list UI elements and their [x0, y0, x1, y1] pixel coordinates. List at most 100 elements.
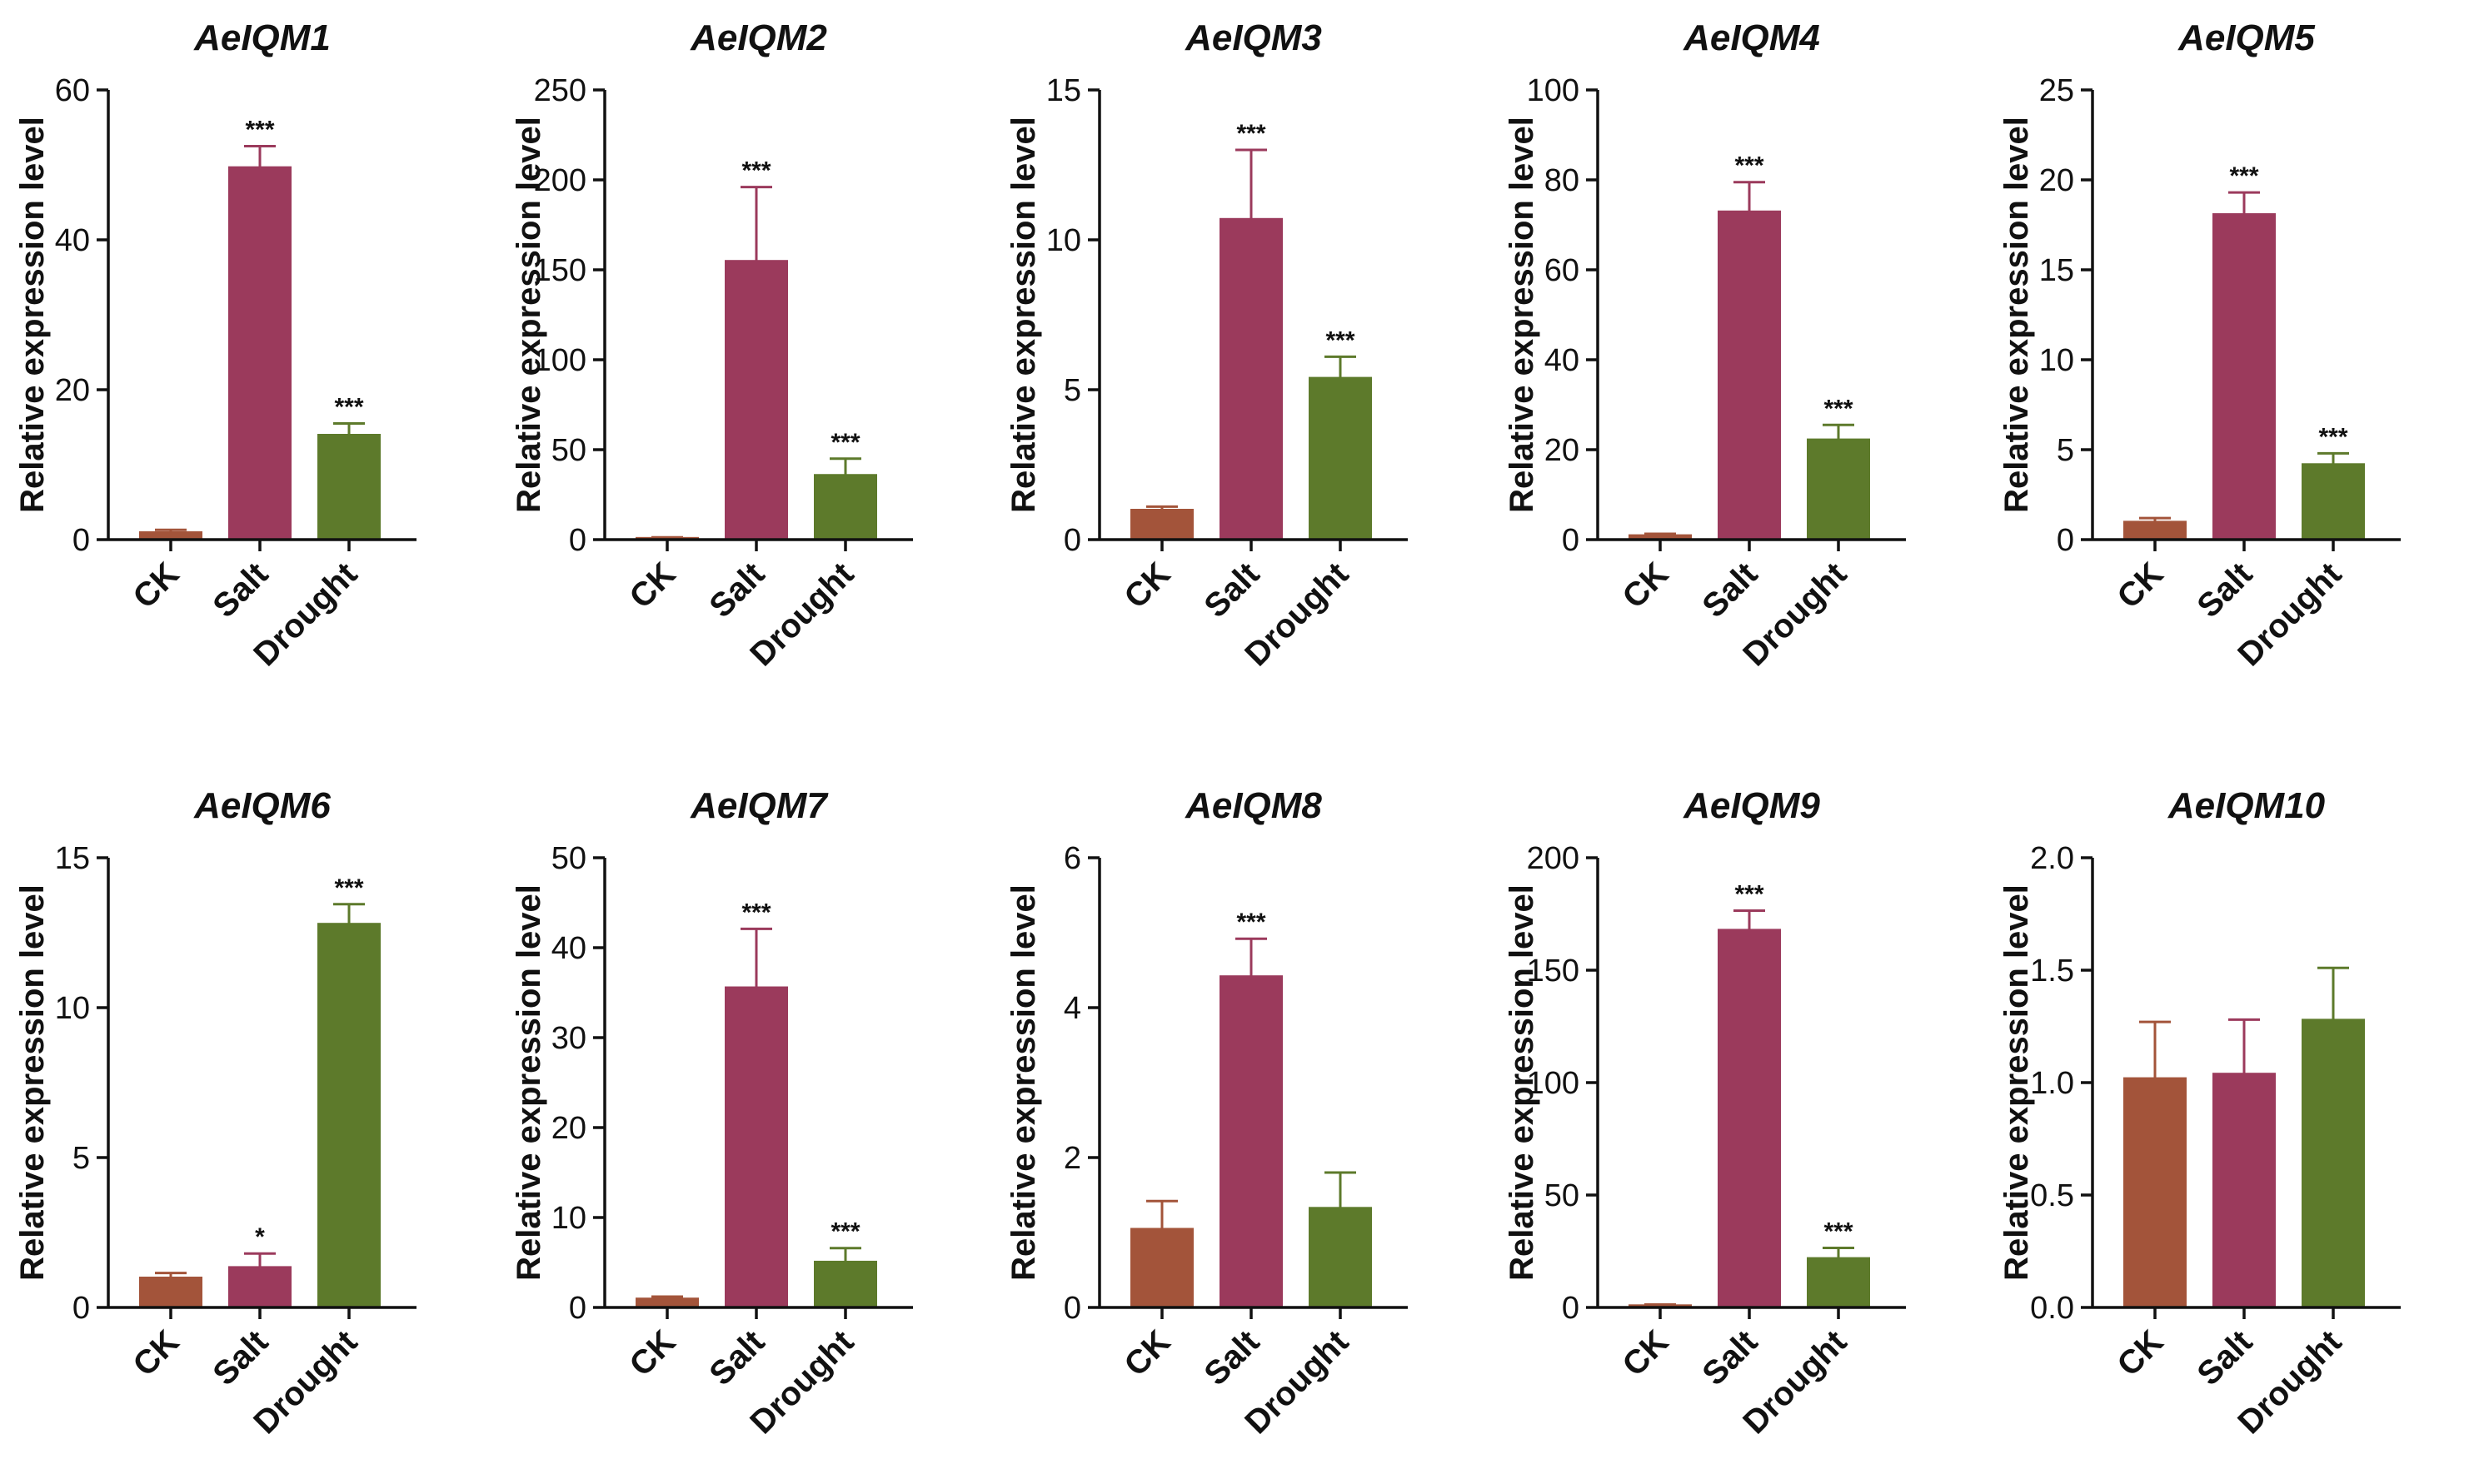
y-axis-label: Relative expression level — [1005, 884, 1042, 1281]
bar-ck — [2123, 520, 2187, 541]
bar-drought — [814, 1260, 877, 1309]
significance-label: *** — [830, 429, 860, 456]
y-tick-label: 40 — [1544, 343, 1579, 378]
x-tick-label: CK — [126, 555, 186, 615]
chart-panel-1: AeIQM1 Relative expression level CK *** Salt… — [14, 17, 416, 673]
bar-salt — [1718, 210, 1781, 541]
bar-drought — [317, 923, 381, 1308]
chart-title: AeIQM7 — [690, 785, 829, 826]
y-tick-label: 200 — [1527, 841, 1579, 876]
x-tick-label: CK — [622, 1323, 682, 1383]
x-tick-label: CK — [1117, 555, 1177, 615]
y-tick-label: 0 — [1562, 523, 1579, 558]
y-tick-label: 250 — [534, 73, 586, 108]
y-tick-label: 5 — [72, 1141, 90, 1176]
bar-drought — [1807, 1257, 1870, 1308]
y-tick-label: 30 — [551, 1021, 586, 1056]
y-tick-label: 0 — [72, 1291, 90, 1326]
y-axis-label: Relative expression level — [1998, 884, 2035, 1281]
y-tick-label: 15 — [2039, 253, 2074, 288]
y-tick-label: 0 — [569, 1291, 586, 1326]
y-tick-label: 20 — [551, 1111, 586, 1146]
y-tick-label: 0 — [1064, 523, 1081, 558]
chart-title: AeIQM8 — [1185, 785, 1322, 826]
x-tick-label: CK — [1117, 1323, 1177, 1383]
y-tick-label: 0 — [2057, 523, 2074, 558]
y-tick-label: 150 — [534, 253, 586, 288]
bar-salt — [1220, 975, 1283, 1308]
x-tick-label: CK — [1615, 1323, 1675, 1383]
x-tick-label: CK — [1615, 555, 1675, 615]
y-tick-label: 0.5 — [2030, 1178, 2074, 1213]
bar-salt — [725, 260, 788, 540]
significance-label: *** — [1236, 909, 1265, 936]
y-tick-label: 15 — [1046, 73, 1081, 108]
chart-title: AeIQM1 — [193, 17, 331, 58]
y-tick-label: 1.0 — [2030, 1066, 2074, 1101]
x-tick-label: Salt — [206, 555, 275, 625]
y-tick-label: 100 — [1527, 73, 1579, 108]
x-tick-label: Salt — [702, 1323, 771, 1392]
significance-label: *** — [1236, 120, 1265, 147]
y-tick-label: 200 — [534, 163, 586, 198]
x-tick-label: Salt — [2190, 555, 2259, 625]
x-tick-label: Salt — [1197, 1323, 1266, 1392]
y-tick-label: 2.0 — [2030, 841, 2074, 876]
bar-drought — [1309, 376, 1372, 540]
bar-salt — [2212, 1073, 2276, 1308]
x-tick-label: Salt — [1695, 555, 1764, 625]
y-tick-label: 20 — [2039, 163, 2074, 198]
significance-label: *** — [2229, 162, 2258, 190]
significance-label: *** — [334, 874, 363, 902]
significance-label: *** — [2318, 423, 2347, 451]
x-tick-label: Salt — [206, 1323, 275, 1392]
x-tick-label: Salt — [1695, 1323, 1764, 1392]
y-tick-label: 60 — [1544, 253, 1579, 288]
x-tick-label: CK — [2110, 555, 2170, 615]
y-tick-label: 50 — [1544, 1178, 1579, 1213]
chart-title: AeIQM3 — [1185, 17, 1322, 58]
chart-title: AeIQM6 — [193, 785, 331, 826]
y-tick-label: 150 — [1527, 954, 1579, 989]
bar-ck — [2123, 1077, 2187, 1308]
y-tick-label: 0 — [1064, 1291, 1081, 1326]
y-tick-label: 5 — [1064, 373, 1081, 408]
y-tick-label: 80 — [1544, 163, 1579, 198]
significance-label: *** — [1734, 880, 1763, 908]
x-tick-label: Salt — [1197, 555, 1266, 625]
y-tick-label: 100 — [534, 343, 586, 378]
y-tick-label: 6 — [1064, 841, 1081, 876]
bar-salt — [1220, 217, 1283, 540]
bar-salt — [228, 1266, 292, 1309]
x-tick-label: Salt — [702, 555, 771, 625]
y-tick-label: 0 — [1562, 1291, 1579, 1326]
y-tick-label: 40 — [55, 223, 90, 258]
bar-ck — [139, 1277, 202, 1308]
bar-drought — [1807, 438, 1870, 541]
y-tick-label: 15 — [55, 841, 90, 876]
y-tick-label: 0.0 — [2030, 1291, 2074, 1326]
bar-drought — [317, 434, 381, 540]
chart-panel-3: AeIQM3 Relative expression level CK *** Salt… — [1005, 17, 1408, 673]
y-tick-label: 1.5 — [2030, 954, 2074, 989]
y-tick-label: 10 — [55, 991, 90, 1026]
y-axis-label: Relative expression level — [14, 117, 51, 513]
chart-title: AeIQM2 — [690, 17, 827, 58]
chart-title: AeIQM10 — [2167, 785, 2326, 826]
bar-salt — [1718, 929, 1781, 1309]
y-axis-label: Relative expression level — [1998, 117, 2035, 513]
y-axis-label: Relative expression level — [1005, 117, 1042, 513]
x-tick-label: CK — [2110, 1323, 2170, 1383]
chart-panel-7: AeIQM7 Relative expression level CK *** Salt… — [511, 785, 913, 1441]
chart-panel-9: AeIQM9 Relative expression level CK *** Salt… — [1504, 785, 1906, 1441]
y-axis-label: Relative expression level — [1504, 884, 1540, 1281]
y-axis-label: Relative expression level — [1504, 117, 1540, 513]
y-tick-label: 50 — [551, 841, 586, 876]
y-tick-label: 0 — [72, 523, 90, 558]
y-tick-label: 4 — [1064, 991, 1081, 1026]
chart-panel-2: AeIQM2 Relative expression level CK *** Salt… — [511, 17, 913, 673]
x-tick-label: CK — [126, 1323, 186, 1383]
significance-label: *** — [334, 394, 363, 421]
